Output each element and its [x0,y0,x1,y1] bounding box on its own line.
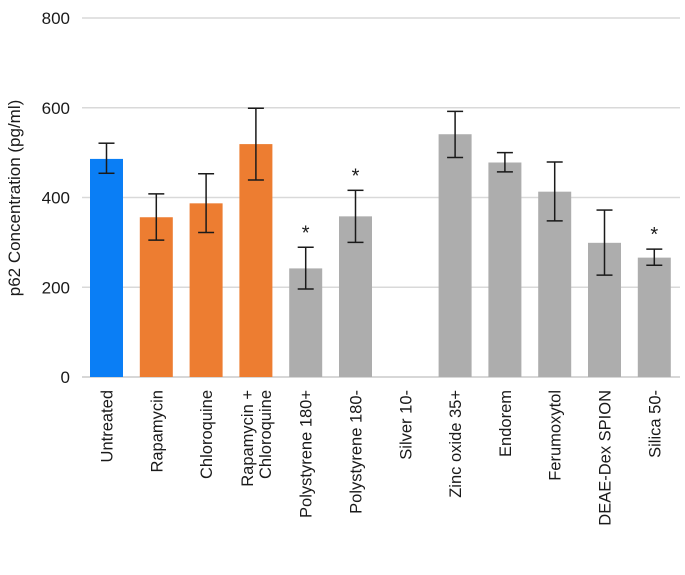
x-tick-label: Polystyrene 180- [348,390,366,514]
significance-star: * [302,222,310,244]
x-tick-label: Rapamycin + [239,390,257,487]
error-bar [347,189,364,244]
y-tick-label: 600 [42,99,70,118]
bar [239,144,273,377]
x-tick-label: Silver 10- [397,390,415,460]
error-bar [646,248,663,267]
error-bar [98,142,115,175]
x-tick-label: DEAE-Dex SPION [597,390,615,526]
y-axis-ticks: 0 200 400 600 800 [42,9,70,387]
y-tick-label: 0 [61,368,70,387]
error-bar [148,193,165,241]
error-bars [98,107,663,290]
significance-markers: * * * [302,165,659,246]
bar [637,257,671,377]
y-tick-label: 800 [42,9,70,28]
y-tick-label: 200 [42,278,70,297]
error-bar [447,110,464,159]
bars [90,134,671,377]
x-tick-label: Untreated [99,390,117,462]
x-tick-label: Endorem [497,390,515,457]
significance-star: * [352,165,360,187]
error-bar [247,107,264,181]
x-tick-label: Zinc oxide 35+ [447,390,465,498]
x-tick-label: Silica 50- [646,390,664,458]
error-bar [596,209,613,276]
y-axis-label: p62 Concentration (pg/ml) [5,100,24,297]
bar [538,191,572,377]
y-tick-label: 400 [42,189,70,208]
error-bar [198,172,215,234]
x-axis-ticks: Untreated Rapamycin Chloroquine Rapamycin +… [99,390,665,526]
bar [488,162,522,377]
error-bar [297,246,314,290]
x-tick-label: Chloroquine [198,390,216,479]
bar [90,158,123,377]
x-tick-label: Ferumoxytol [547,390,565,481]
error-bar [546,161,563,222]
significance-star: * [650,224,658,246]
bar [438,134,472,377]
error-bar [496,151,513,173]
x-tick-label: Polystyrene 180+ [298,390,316,518]
gridlines [82,17,680,378]
x-tick-label: Chloroquine [257,390,275,479]
bar [139,217,173,377]
x-tick-label: Rapamycin [148,390,166,473]
